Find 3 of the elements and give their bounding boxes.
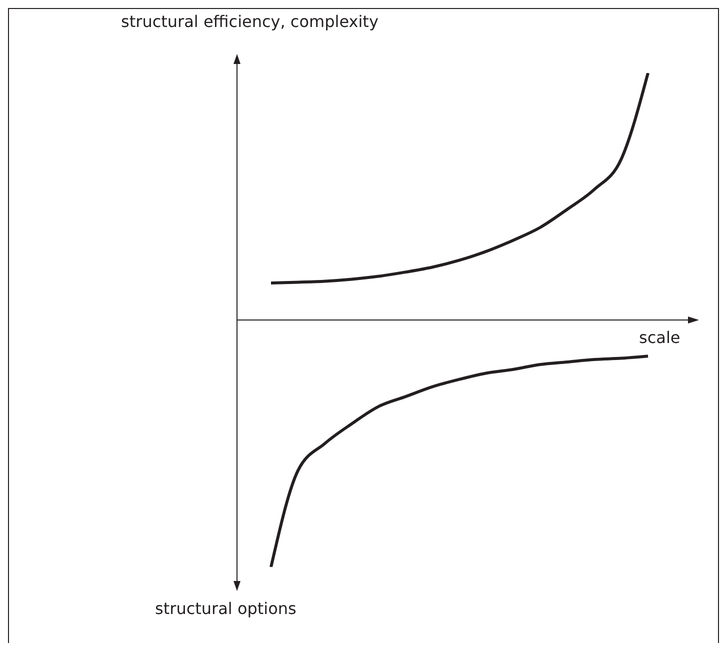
y-axis-title: structural efficiency, complexity (121, 12, 378, 31)
text: structural options (155, 599, 296, 618)
x-axis-title: scale (639, 328, 680, 347)
